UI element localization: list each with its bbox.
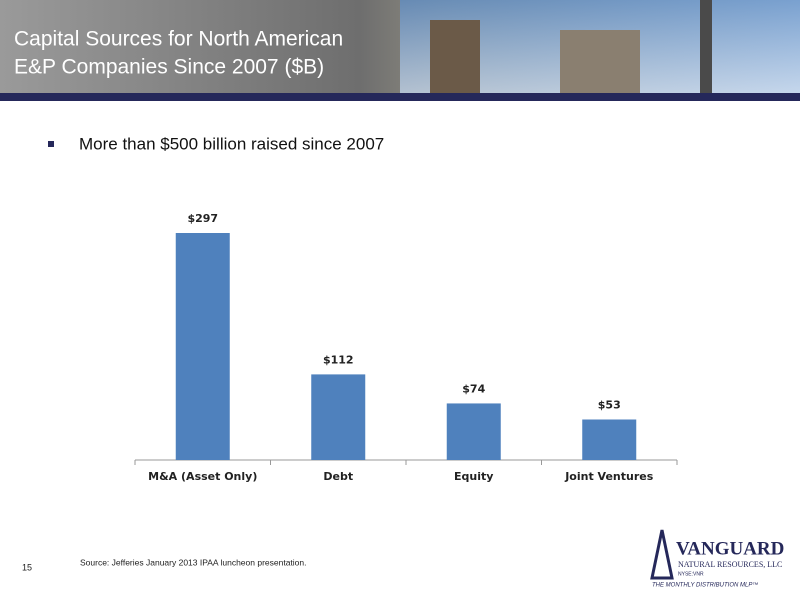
x-tick-label: Equity (454, 470, 493, 483)
source-note: Source: Jefferies January 2013 IPAA lunc… (80, 557, 307, 567)
chart: M&A (Asset Only) $297 Debt $112 Equity $74 Joi… (134, 212, 678, 483)
photo-worker (430, 20, 480, 93)
data-label: $297 (187, 212, 218, 225)
logo-name: VANGUARD (676, 538, 784, 559)
bar (311, 374, 366, 460)
logo-subtitle: NATURAL RESOURCES, LLC (678, 560, 782, 569)
x-tick-label: Debt (323, 470, 353, 483)
bar (582, 419, 637, 460)
data-label: $74 (462, 382, 485, 395)
x-tick-label: Joint Ventures (564, 470, 654, 483)
photo-rig (700, 0, 712, 93)
data-label: $112 (323, 353, 354, 366)
bar (175, 233, 230, 460)
bullet-text: More than $500 billion raised since 2007 (79, 134, 384, 153)
data-label: $53 (598, 398, 621, 411)
bullet-marker (48, 141, 54, 147)
title-line: E&P Companies Since 2007 ($B) (14, 56, 324, 79)
page-number: 15 (22, 562, 32, 572)
logo-icon (650, 529, 674, 580)
x-tick-label: M&A (Asset Only) (148, 470, 257, 483)
header-rule (0, 93, 800, 101)
title-line: Capital Sources for North American (14, 28, 343, 51)
bar (446, 403, 501, 460)
photo-plant (560, 30, 640, 93)
logo-tagline: THE MONTHLY DISTRIBUTION MLP™ (652, 582, 758, 589)
logo-ticker: NYSE:VNR (678, 571, 704, 577)
